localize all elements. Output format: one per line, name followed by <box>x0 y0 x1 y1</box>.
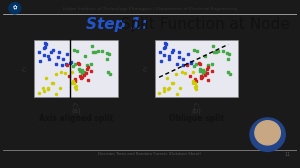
FancyBboxPatch shape <box>34 40 118 97</box>
Text: (a): (a) <box>71 108 81 114</box>
Text: (b): (b) <box>192 108 202 114</box>
Text: $F_1$: $F_1$ <box>193 101 200 110</box>
FancyBboxPatch shape <box>155 40 238 97</box>
Text: Decision Trees and Random Forests (Debdoot Sheet): Decision Trees and Random Forests (Debdo… <box>98 152 202 156</box>
Text: Split Function at Node: Split Function at Node <box>116 17 290 32</box>
Circle shape <box>250 118 285 151</box>
Text: $F_1$: $F_1$ <box>72 101 80 110</box>
Text: Axis aligned split: Axis aligned split <box>39 114 113 123</box>
Circle shape <box>255 121 280 145</box>
Text: ✿: ✿ <box>12 6 17 11</box>
Circle shape <box>9 3 21 14</box>
Text: Step 1:: Step 1: <box>86 17 148 32</box>
Text: 11: 11 <box>284 152 290 157</box>
Text: $F_2$: $F_2$ <box>22 65 30 72</box>
Text: Oblique split: Oblique split <box>169 114 224 123</box>
Text: $F_2$: $F_2$ <box>142 65 151 72</box>
Text: Indian Institute of Technology Kharagpur | Department of Electrical Engineering: Indian Institute of Technology Kharagpur… <box>63 7 237 11</box>
